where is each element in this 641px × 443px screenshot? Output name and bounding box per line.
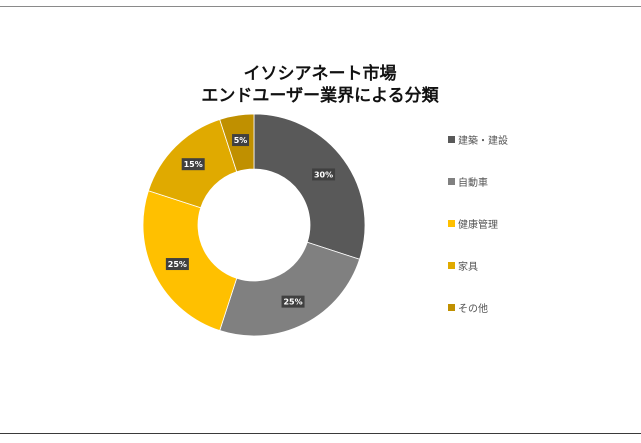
legend-swatch [448, 178, 455, 185]
chart-title: イソシアネート市場 エンドユーザー業界による分類 [130, 63, 510, 107]
top-rule [0, 6, 641, 7]
donut-slice [142, 190, 238, 332]
legend-item: 自動車 [448, 174, 488, 189]
data-label-box [281, 295, 305, 308]
data-label: 15% [181, 158, 205, 171]
data-label-box [232, 134, 250, 147]
bottom-rule [0, 433, 641, 434]
legend-label: 健康管理 [458, 220, 498, 231]
legend-swatch [448, 262, 455, 269]
data-label-text: 5% [234, 136, 248, 145]
legend-label: 建築・建設 [458, 136, 508, 147]
legend-swatch [448, 220, 455, 227]
data-label: 5% [232, 134, 250, 147]
data-label-text: 30% [314, 170, 333, 179]
data-label: 30% [312, 168, 336, 181]
data-label: 25% [281, 295, 305, 308]
legend-item: その他 [448, 300, 488, 315]
chart-title-line2: エンドユーザー業界による分類 [201, 86, 439, 106]
data-label-text: 15% [184, 160, 203, 169]
legend-item: 健康管理 [448, 216, 498, 231]
donut-slice [219, 241, 361, 337]
chart-title-line1: イソシアネート市場 [243, 64, 397, 84]
data-label-box [165, 258, 189, 271]
data-label-box [181, 158, 205, 171]
data-label-text: 25% [168, 260, 187, 269]
donut-slice [253, 113, 366, 260]
legend-item: 建築・建設 [448, 132, 508, 147]
legend-label: その他 [458, 304, 488, 315]
legend-label: 家具 [458, 262, 478, 273]
data-label: 25% [165, 258, 189, 271]
legend-item: 家具 [448, 258, 478, 273]
data-label-text: 25% [283, 298, 302, 307]
data-label-box [312, 168, 336, 181]
legend-swatch [448, 304, 455, 311]
legend-label: 自動車 [458, 178, 488, 189]
legend-swatch [448, 136, 455, 143]
